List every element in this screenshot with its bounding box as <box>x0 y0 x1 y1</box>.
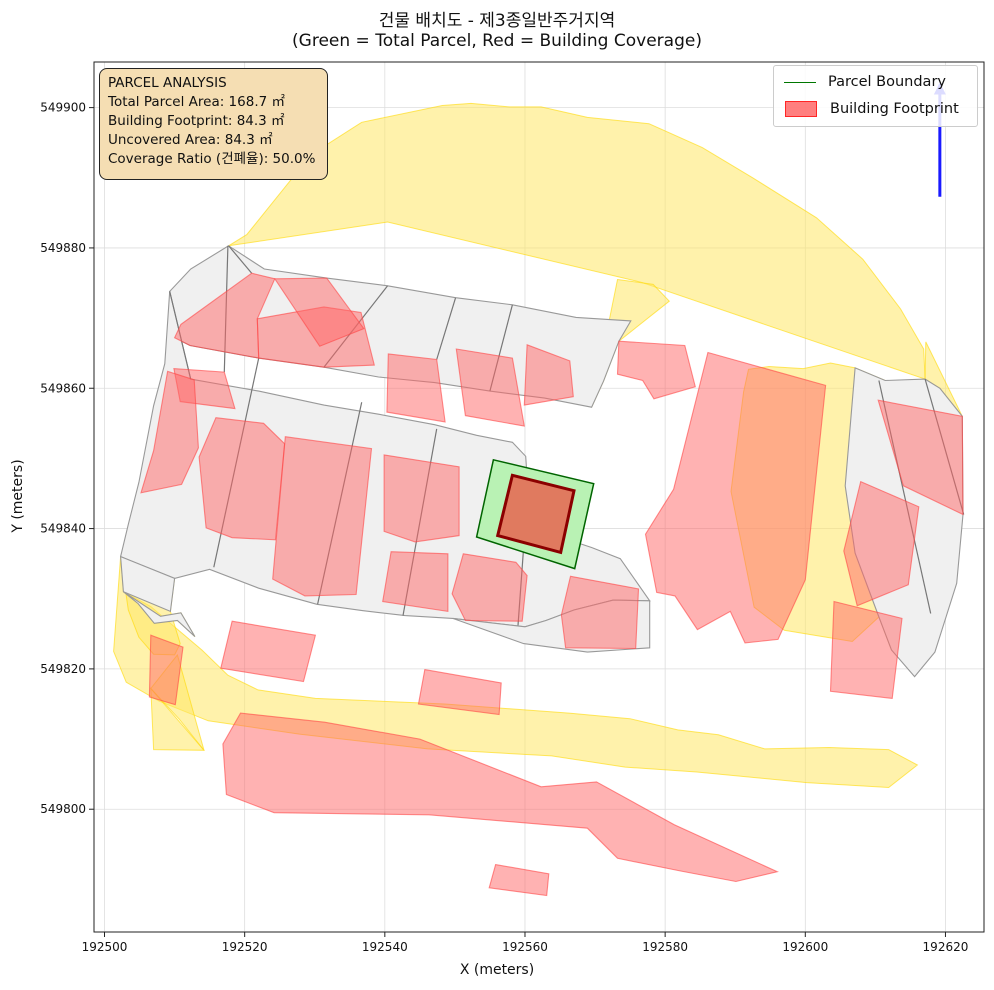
building-footprint <box>273 277 365 347</box>
info-line: Building Footprint: 84.3 ㎡ <box>108 113 285 129</box>
legend: Parcel Boundary Building Footprint <box>773 65 978 127</box>
y-tick-label: 549820 <box>40 662 86 676</box>
building-footprint <box>386 353 446 423</box>
parcel-polygon <box>119 555 176 613</box>
y-tick-label: 549800 <box>40 802 86 816</box>
y-tick-label: 549840 <box>40 522 86 536</box>
plot-frame <box>93 61 985 933</box>
info-line: Coverage Ratio (건폐율): 50.0% <box>108 151 316 167</box>
target-layer <box>475 458 595 570</box>
chart-title: 건물 배치도 - 제3종일반주거지역 <box>378 11 616 31</box>
building-footprint <box>560 575 640 650</box>
legend-label: Building Footprint <box>830 101 959 117</box>
legend-patch-swatch <box>785 101 817 117</box>
target-building <box>495 473 576 555</box>
building-layer <box>140 272 964 897</box>
building-footprint <box>451 553 528 622</box>
x-tick-label: 192540 <box>362 940 408 954</box>
info-line: Total Parcel Area: 168.7 ㎡ <box>108 94 285 110</box>
y-tick-label: 549880 <box>40 241 86 255</box>
legend-item-parcel: Parcel Boundary <box>784 72 946 92</box>
building-footprint <box>148 634 184 706</box>
building-footprint <box>383 454 460 543</box>
building-footprint <box>220 620 317 683</box>
building-footprint <box>843 480 920 607</box>
building-footprint <box>140 370 199 494</box>
building-footprint <box>417 668 502 716</box>
building-footprint <box>488 863 550 897</box>
road-area <box>228 102 926 380</box>
x-tick-label: 192560 <box>502 940 548 954</box>
legend-label: Parcel Boundary <box>828 74 946 90</box>
y-axis-label: Y (meters) <box>10 459 26 533</box>
parcel-boundary-line <box>436 297 457 360</box>
building-footprint <box>382 551 449 613</box>
x-tick-label: 192500 <box>82 940 128 954</box>
parcel-polygon <box>123 591 196 638</box>
parcel-boundary-line <box>228 245 253 274</box>
info-line: Uncovered Area: 84.3 ㎡ <box>108 132 273 148</box>
x-tick-label: 192520 <box>222 940 268 954</box>
building-footprint <box>616 340 696 400</box>
legend-line-swatch <box>784 81 816 83</box>
parcel-analysis-box: PARCEL ANALYSIS Total Parcel Area: 168.7… <box>99 68 328 180</box>
x-tick-label: 192620 <box>923 940 969 954</box>
road-area <box>150 687 206 751</box>
building-footprint <box>644 351 827 644</box>
building-footprint <box>829 600 903 700</box>
building-footprint <box>877 399 964 516</box>
building-footprint <box>198 417 286 541</box>
y-tick-label: 549860 <box>40 381 86 395</box>
building-footprint <box>523 344 574 406</box>
ticks: 192500 192520 192540 192560 192580 192600 1926… <box>40 101 968 954</box>
chart-subtitle: (Green = Total Parcel, Red = Building Co… <box>292 31 702 51</box>
x-axis-label: X (meters) <box>459 962 535 978</box>
x-tick-label: 192600 <box>782 940 828 954</box>
building-footprint <box>272 436 373 597</box>
building-footprint <box>173 272 276 359</box>
y-tick-label: 549900 <box>40 101 86 115</box>
info-line: PARCEL ANALYSIS <box>108 75 227 91</box>
x-tick-label: 192580 <box>642 940 688 954</box>
building-footprint <box>222 712 779 883</box>
legend-item-building: Building Footprint <box>784 99 959 119</box>
building-footprint <box>455 348 525 427</box>
